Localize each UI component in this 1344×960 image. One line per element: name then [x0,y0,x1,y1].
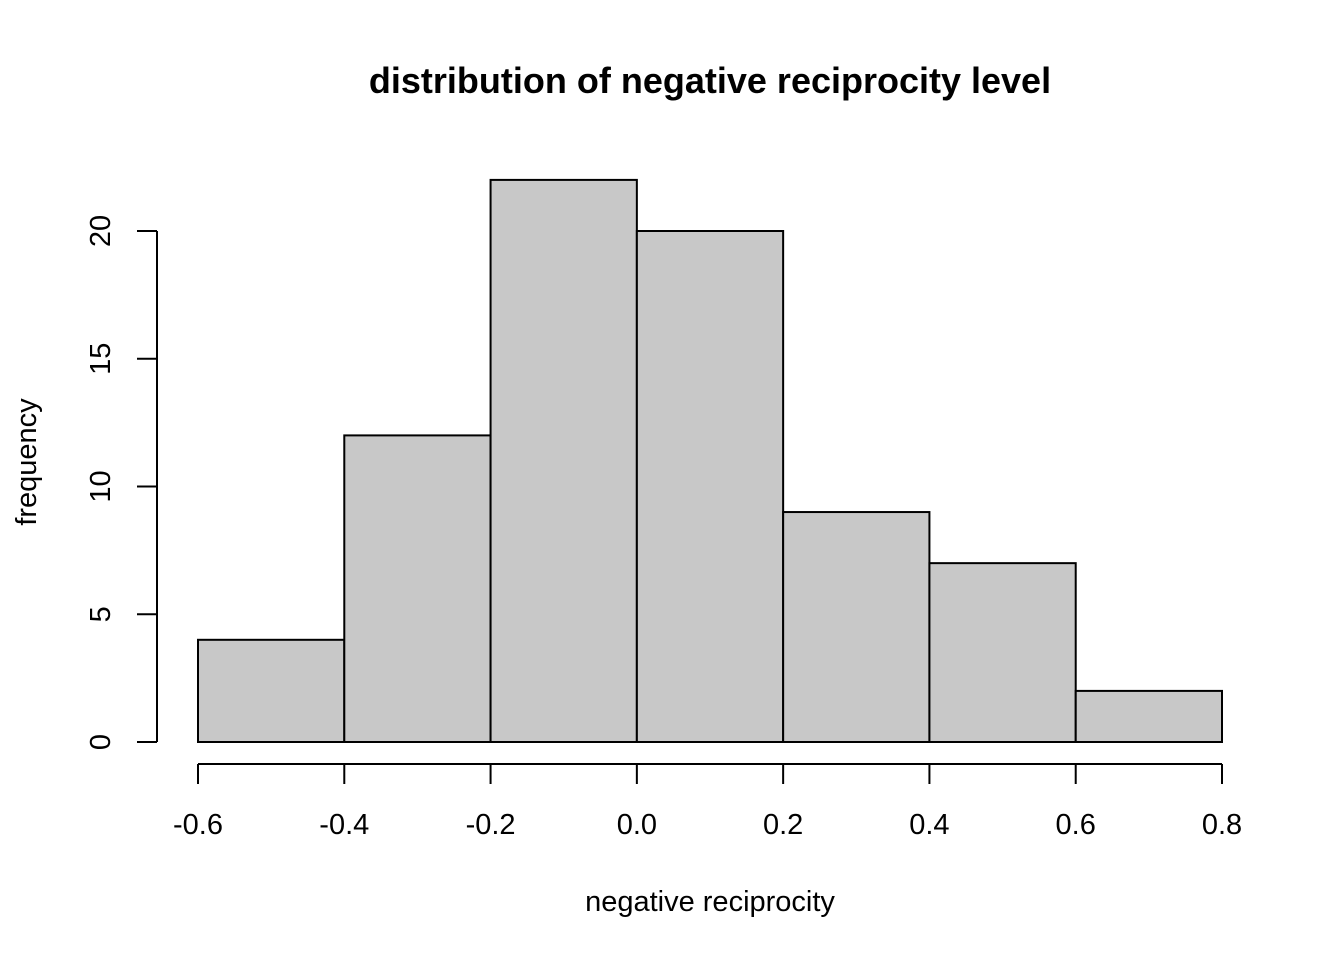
x-axis: -0.6 -0.4 -0.2 0.0 0.2 0.4 0.6 0.8 [173,763,1242,841]
y-axis-label: frequency [11,398,43,526]
bars-group [197,178,1223,744]
y-tick-label-2: 10 [85,470,117,502]
x-tick-label-2: -0.2 [466,809,516,841]
histogram-bar-0 [197,638,346,743]
histogram-bar-2 [489,178,638,743]
histogram-bar-4 [782,511,931,743]
x-tick-label-0: -0.6 [173,809,223,841]
y-tick-label-1: 5 [85,606,117,622]
x-tick-label-1: -0.4 [319,809,369,841]
x-tick-label-7: 0.8 [1202,809,1242,841]
x-tick-label-3: 0.0 [617,809,657,841]
histogram-bar-3 [635,230,785,743]
y-tick-label-4: 20 [85,215,117,247]
y-axis: 0 5 10 15 20 [85,215,158,750]
histogram-bar-6 [1074,689,1223,744]
y-tick-label-3: 15 [85,343,117,375]
histogram-bar-5 [928,562,1077,744]
y-tick-label-0: 0 [85,734,117,750]
histogram-bar-1 [343,434,492,743]
x-tick-label-4: 0.2 [763,809,803,841]
x-tick-label-6: 0.6 [1056,809,1096,841]
x-tick-label-5: 0.4 [909,809,949,841]
x-axis-label: negative reciprocity [585,886,835,918]
chart-title: distribution of negative reciprocity lev… [369,60,1051,101]
